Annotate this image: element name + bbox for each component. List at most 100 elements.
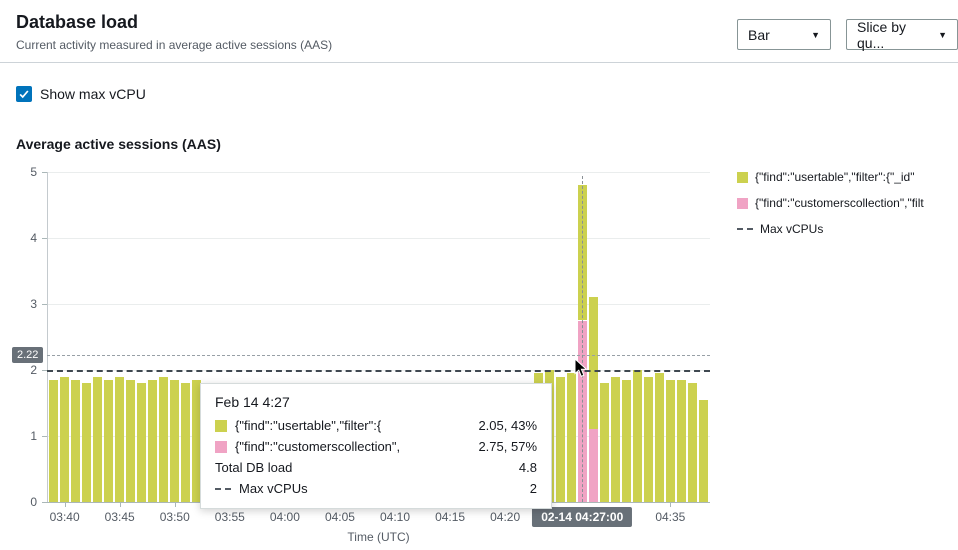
x-tick-mark: [670, 502, 672, 507]
page-header: Database load Current activity measured …: [16, 12, 332, 52]
bar-segment[interactable]: [115, 376, 125, 502]
tooltip-row-label: Max vCPUs: [239, 481, 308, 496]
usertable-swatch-icon: [737, 171, 748, 183]
bar-segment[interactable]: [181, 383, 191, 502]
max-vcpu-line: [47, 370, 710, 372]
hover-vertical-line: [582, 176, 584, 502]
bar-segment[interactable]: [676, 379, 686, 502]
bar-segment[interactable]: [71, 379, 81, 502]
tooltip-row-value: 2.75, 57%: [478, 439, 537, 454]
x-axis-label: 04:20: [490, 510, 521, 524]
x-tick-mark: [119, 502, 121, 507]
x-axis-label: 04:35: [655, 510, 686, 524]
chart-type-select-value: Bar: [748, 26, 770, 43]
hover-guide-line: [47, 355, 710, 357]
x-axis-title: Time (UTC): [347, 530, 410, 544]
y-axis-label: 2: [30, 363, 37, 377]
customerscollection-swatch-icon: [737, 197, 748, 209]
bar-segment[interactable]: [632, 370, 642, 502]
bar-segment[interactable]: [137, 383, 147, 502]
gridline-y-5: [47, 172, 710, 173]
y-tick-mark: [42, 304, 47, 305]
x-axis-label: 03:55: [214, 510, 245, 524]
bar-segment[interactable]: [654, 373, 664, 502]
db-load-chart: 0 1 2 3 4 5 03:40 03:45 03:50 03:55 04:00 04:05 04:1…: [0, 160, 732, 550]
x-axis-label: 04:15: [435, 510, 466, 524]
x-axis-label: 04:10: [380, 510, 411, 524]
usertable-swatch-icon: [215, 419, 227, 432]
tooltip-row: {"find":"usertable","filter":{ 2.05, 43%: [215, 418, 537, 433]
bar-segment[interactable]: [159, 376, 169, 502]
y-tick-mark: [42, 172, 47, 173]
tooltip-row-value: 2.05, 43%: [478, 418, 537, 433]
bar-segment[interactable]: [643, 376, 653, 502]
x-tick-mark: [64, 502, 66, 507]
bar-segment[interactable]: [192, 379, 202, 502]
legend-label: Max vCPUs: [760, 222, 824, 236]
tooltip-title: Feb 14 4:27: [215, 394, 290, 410]
legend-item[interactable]: Max vCPUs: [737, 222, 924, 236]
x-axis-label: 03:40: [49, 510, 80, 524]
dashed-line-swatch-icon: [215, 487, 231, 490]
bar-segment[interactable]: [60, 376, 70, 502]
chart-type-select[interactable]: Bar ▼: [737, 19, 831, 50]
tooltip-row-value: 2: [529, 481, 537, 496]
tooltip-row: Total DB load 4.8: [215, 460, 537, 475]
hover-y-value-badge: 2.22: [12, 347, 44, 364]
legend-label: {"find":"customerscollection","filt: [755, 196, 924, 210]
show-max-vcpu-toggle[interactable]: Show max vCPU: [16, 86, 146, 102]
dashed-line-swatch-icon: [737, 228, 753, 230]
bar-segment[interactable]: [93, 376, 103, 502]
bar-segment[interactable]: [148, 379, 158, 502]
x-axis-label: 03:50: [159, 510, 190, 524]
page-subtitle: Current activity measured in average act…: [16, 38, 333, 52]
y-tick-mark: [42, 436, 47, 437]
bar-segment[interactable]: [588, 429, 598, 502]
bar-segment[interactable]: [610, 376, 620, 502]
x-tick-mark: [174, 502, 176, 507]
y-tick-mark: [42, 370, 47, 371]
y-axis-label: 4: [30, 231, 37, 245]
x-axis-label: 03:45: [104, 510, 135, 524]
page-title: Database load: [16, 12, 139, 32]
bar-segment[interactable]: [621, 379, 631, 502]
bar-segment[interactable]: [599, 383, 609, 502]
highlighted-time-badge: 02-14 04:27:00: [532, 507, 633, 527]
tooltip-row-value: 4.8: [518, 460, 537, 475]
y-axis-label: 0: [30, 495, 37, 509]
bar-segment[interactable]: [82, 383, 92, 502]
bar-segment[interactable]: [104, 379, 114, 502]
gridline-y-3: [47, 304, 710, 305]
tooltip-row-label: {"find":"customerscollection",: [235, 439, 401, 454]
tooltip-row: {"find":"customerscollection", 2.75, 57%: [215, 439, 537, 454]
bar-segment[interactable]: [698, 399, 708, 502]
y-axis-label: 3: [30, 297, 37, 311]
slice-by-select[interactable]: Slice by qu... ▼: [846, 18, 958, 51]
bar-segment[interactable]: [49, 379, 59, 502]
slice-by-select-value: Slice by qu...: [857, 18, 907, 51]
bar-segment[interactable]: [566, 373, 576, 502]
bar-segment[interactable]: [170, 379, 180, 502]
chart-legend: {"find":"usertable","filter":{"_id" {"fin…: [737, 170, 924, 248]
chevron-down-icon: ▼: [938, 29, 947, 40]
bar-segment[interactable]: [687, 383, 697, 502]
bar-segment[interactable]: [126, 379, 136, 502]
gridline-y-4: [47, 238, 710, 239]
tooltip-row-label: {"find":"usertable","filter":{: [235, 418, 382, 433]
y-tick-mark: [42, 502, 47, 503]
legend-item[interactable]: {"find":"customerscollection","filt: [737, 196, 924, 210]
y-axis-label: 1: [30, 429, 37, 443]
bar-segment[interactable]: [588, 297, 598, 430]
show-max-vcpu-label: Show max vCPU: [40, 86, 146, 102]
y-axis-label: 5: [30, 165, 37, 179]
x-axis-label: 04:00: [269, 510, 300, 524]
mouse-cursor-icon: [574, 358, 588, 377]
y-tick-mark: [42, 238, 47, 239]
bar-segment[interactable]: [665, 379, 675, 502]
chart-tooltip: Feb 14 4:27 {"find":"usertable","filter"…: [200, 383, 552, 509]
checkbox-checked-icon[interactable]: [16, 86, 32, 102]
customerscollection-swatch-icon: [215, 440, 227, 453]
legend-item[interactable]: {"find":"usertable","filter":{"_id": [737, 170, 924, 184]
bar-segment[interactable]: [555, 376, 565, 502]
tooltip-row: Max vCPUs 2: [215, 481, 537, 496]
